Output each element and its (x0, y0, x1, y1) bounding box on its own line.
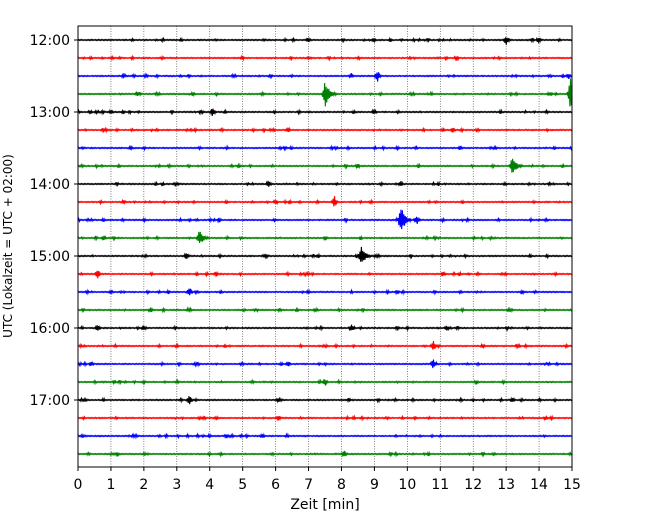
y-tick-label: 13:00 (30, 105, 70, 121)
trace-line-12:30 (77, 72, 573, 82)
x-axis-label: Zeit [min] (290, 497, 359, 513)
y-tick-label: 14:00 (30, 177, 70, 193)
trace-line-12:45 (77, 78, 573, 107)
y-tick-label: 15:00 (30, 249, 70, 265)
x-tick-label: 6 (271, 477, 280, 493)
x-tick-label: 2 (139, 477, 148, 493)
x-tick-label: 5 (238, 477, 247, 493)
x-tick-label: 4 (205, 477, 214, 493)
trace-line-13:15 (77, 126, 573, 134)
trace-line-13:30 (77, 144, 573, 152)
trace-line-16:30 (77, 359, 573, 369)
seismic-traces (77, 36, 573, 458)
x-tick-label: 9 (370, 477, 379, 493)
x-tick-label: 14 (530, 477, 548, 493)
trace-line-14:45 (77, 231, 573, 243)
trace-line-15:45 (77, 306, 573, 314)
y-tick-label: 16:00 (30, 321, 70, 337)
trace-line-12:15 (77, 54, 573, 62)
x-tick-label: 11 (431, 477, 449, 493)
x-tick-label: 0 (74, 477, 83, 493)
x-tick-label: 1 (106, 477, 115, 493)
trace-line-17:30 (77, 432, 573, 440)
x-tick-label: 13 (497, 477, 515, 493)
trace-line-16:00 (77, 324, 573, 332)
trace-line-17:15 (77, 414, 573, 422)
trace-line-13:00 (77, 108, 573, 117)
y-tick-label: 12:00 (30, 33, 70, 49)
plot-frame (77, 25, 573, 468)
trace-line-17:00 (77, 396, 573, 405)
y-axis-label: UTC (Lokalzeit = UTC + 02:00) (1, 154, 15, 338)
trace-line-14:15 (77, 196, 573, 207)
trace-line-16:15 (77, 340, 573, 350)
trace-line-15:00 (77, 246, 573, 262)
trace-line-15:30 (77, 288, 573, 296)
x-axis-ticks: 0 1 2 3 4 5 6 7 8 9 10 11 12 13 14 15 (74, 467, 581, 493)
x-tick-label: 10 (398, 477, 416, 493)
grid-lines (110, 26, 540, 467)
x-tick-label: 3 (172, 477, 181, 493)
trace-line-12:00 (77, 36, 573, 45)
x-tick-label: 8 (337, 477, 346, 493)
x-tick-label: 15 (563, 477, 581, 493)
trace-line-15:15 (77, 270, 573, 279)
y-axis-ticks: 12:00 13:00 14:00 15:00 16:00 17:00 (30, 33, 78, 409)
y-tick-label: 17:00 (30, 393, 70, 409)
x-tick-label: 12 (464, 477, 482, 493)
trace-line-14:00 (77, 180, 573, 188)
trace-line-13:45 (77, 158, 573, 173)
trace-line-16:45 (77, 378, 573, 386)
trace-line-17:45 (77, 450, 573, 458)
x-tick-label: 7 (304, 477, 313, 493)
trace-line-14:30 (77, 209, 573, 230)
